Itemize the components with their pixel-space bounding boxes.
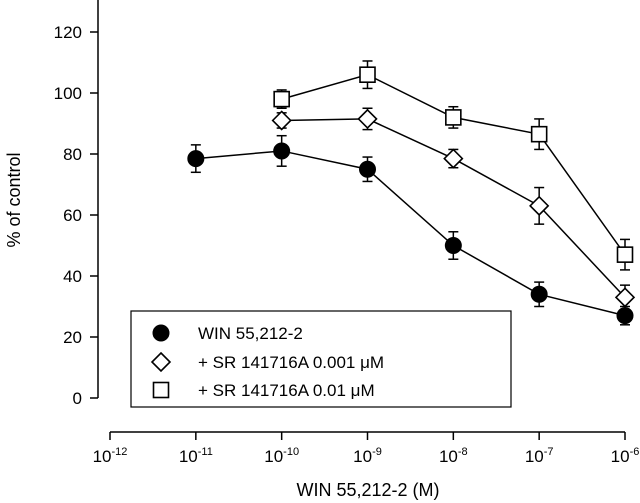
y-tick-label: 100 <box>54 84 82 103</box>
x-tick-label: 10-9 <box>353 446 382 466</box>
legend: WIN 55,212-2 + SR 141716A 0.001 μM + SR 14… <box>130 310 512 408</box>
series-line <box>281 118 626 298</box>
x-axis-title: WIN 55,212-2 (M) <box>296 480 439 500</box>
legend-marker <box>152 324 170 342</box>
x-tick-label: 10-10 <box>264 446 299 466</box>
data-point <box>614 287 636 308</box>
legend-box <box>130 310 512 408</box>
series-2 <box>271 107 636 311</box>
data-point <box>357 108 378 130</box>
series-line <box>195 150 626 317</box>
legend-label: + SR 141716A 0.001 μM <box>198 353 384 372</box>
y-tick-label: 0 <box>73 389 82 408</box>
data-point <box>445 109 462 126</box>
data-point <box>529 195 550 216</box>
data-point <box>444 237 462 254</box>
y-tick-label: 120 <box>54 23 82 42</box>
data-point <box>273 142 291 160</box>
x-tick-label: 10-11 <box>179 446 213 466</box>
data-point <box>359 160 376 178</box>
x-tick-label: 10-12 <box>93 446 128 466</box>
data-point <box>530 125 548 143</box>
legend-items: WIN 55,212-2 + SR 141716A 0.001 μM + SR 14… <box>150 324 384 400</box>
data-point <box>359 66 376 83</box>
data-point <box>616 246 634 263</box>
data-point <box>443 148 464 169</box>
y-tick-label: 60 <box>63 206 82 225</box>
data-point <box>271 110 292 131</box>
data-point <box>273 90 290 108</box>
legend-label: WIN 55,212-2 <box>198 324 303 343</box>
legend-marker <box>152 381 170 399</box>
series-1 <box>187 134 634 326</box>
legend-label: + SR 141716A 0.01 μM <box>198 381 375 400</box>
y-axis-ticks: 0 20 40 60 80 100 120 <box>54 23 98 408</box>
x-axis-ticks: 10-12 10-11 10-10 10-9 10-8 10-7 10-6 <box>93 432 640 466</box>
series-3 <box>273 60 634 271</box>
data-point <box>187 150 205 168</box>
plot-series <box>187 60 636 326</box>
legend-marker <box>150 351 172 373</box>
x-tick-label: 10-6 <box>611 446 640 466</box>
y-tick-label: 40 <box>63 267 82 286</box>
data-point <box>530 285 548 303</box>
x-tick-label: 10-8 <box>439 446 468 466</box>
y-axis-title: % of control <box>4 152 24 247</box>
y-tick-label: 80 <box>63 145 82 164</box>
x-tick-label: 10-7 <box>525 446 554 466</box>
y-tick-label: 20 <box>63 328 82 347</box>
